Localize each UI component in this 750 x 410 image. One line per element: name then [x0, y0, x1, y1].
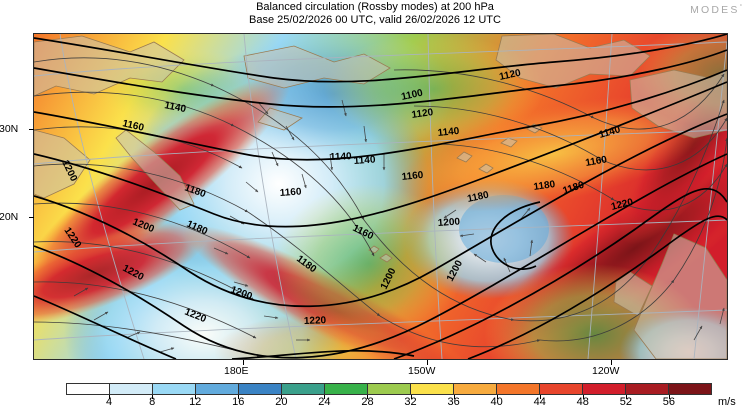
colorbar-tick-label-44: 44: [533, 396, 546, 408]
colorbar-tick-44: [539, 395, 541, 399]
colorbar-tick-label-8: 8: [149, 396, 156, 408]
svg-text:1160: 1160: [401, 170, 424, 183]
x-axis-label-120w: 120W: [592, 365, 620, 377]
colorbar-labels: 4 8 12 16 20 24 28 32 36 40 44 48 52 56: [0, 396, 750, 410]
colorbar-cell-7: [368, 384, 411, 394]
colorbar-tick-20: [281, 395, 283, 399]
colorbar-tick-8: [152, 395, 154, 399]
colorbar-tick-28: [367, 395, 369, 399]
svg-text:1220: 1220: [304, 315, 327, 327]
colorbar-tick-48: [582, 395, 584, 399]
x-tick-mark-120w: [611, 360, 612, 365]
colorbar-cell-1: [110, 384, 153, 394]
page-title: Balanced circulation (Rossby modes) at 2…: [256, 1, 494, 13]
svg-text:1140: 1140: [353, 154, 376, 167]
y-tick-mark-20n: [29, 217, 34, 218]
svg-text:1200: 1200: [437, 216, 460, 229]
colorbar-tick-label-40: 40: [490, 396, 503, 408]
colorbar-unit-label: m/s: [718, 396, 736, 408]
colorbar-cell-13: [626, 384, 669, 394]
svg-text:1180: 1180: [466, 190, 490, 205]
colorbar-tickmarks: [66, 395, 712, 401]
svg-text:1180: 1180: [533, 179, 556, 193]
colorbar-tick-label-24: 24: [318, 396, 331, 408]
colorbar-tick-label-32: 32: [404, 396, 417, 408]
y-axis-label-20n: 20N: [0, 211, 19, 223]
map-canvas: 1140 1160 1180 1200 1220 1200 1180 1220 …: [34, 34, 727, 359]
svg-text:1220: 1220: [610, 197, 635, 213]
svg-text:1160: 1160: [585, 154, 609, 169]
y-axis-label-30n: 30N: [0, 123, 19, 135]
colorbar-tick-label-28: 28: [361, 396, 374, 408]
svg-text:1120: 1120: [498, 68, 522, 83]
colorbar-tick-label-52: 52: [619, 396, 632, 408]
colorbar-tick-label-20: 20: [275, 396, 288, 408]
colorbar-cell-5: [282, 384, 325, 394]
colorbar: [66, 383, 712, 395]
svg-text:1160: 1160: [279, 186, 302, 199]
colorbar-tick-56: [668, 395, 670, 399]
modes-logo-text: MODES: [690, 4, 740, 16]
svg-text:1140: 1140: [437, 126, 460, 139]
y-tick-mark-30n: [29, 129, 34, 130]
colorbar-cell-9: [454, 384, 497, 394]
svg-text:1120: 1120: [411, 107, 434, 121]
colorbar-tick-label-36: 36: [447, 396, 460, 408]
colorbar-cell-10: [497, 384, 540, 394]
colorbar-tick-4: [109, 395, 111, 399]
svg-text:1160: 1160: [121, 118, 145, 134]
colorbar-cell-2: [153, 384, 196, 394]
svg-text:1100: 1100: [400, 88, 424, 103]
svg-text:1140: 1140: [330, 151, 353, 163]
colorbar-tick-40: [496, 395, 498, 399]
colorbar-cell-6: [325, 384, 368, 394]
colorbar-cell-11: [540, 384, 583, 394]
colorbar-tick-12: [195, 395, 197, 399]
svg-text:1140: 1140: [163, 100, 187, 115]
colorbar-cell-3: [196, 384, 239, 394]
colorbar-cell-0: [67, 384, 110, 394]
x-tick-mark-180e: [243, 360, 244, 365]
colorbar-cell-12: [583, 384, 626, 394]
colorbar-tick-36: [453, 395, 455, 399]
colorbar-tick-label-48: 48: [576, 396, 589, 408]
modes-logo-mark: °: [739, 4, 742, 11]
colorbar-tick-32: [410, 395, 412, 399]
colorbar-tick-label-4: 4: [106, 396, 113, 408]
x-axis-label-150w: 150W: [408, 365, 436, 377]
colorbar-tick-label-16: 16: [232, 396, 245, 408]
modes-logo: MODES°: [690, 4, 742, 16]
colorbar-cell-4: [239, 384, 282, 394]
colorbar-tick-label-56: 56: [662, 396, 676, 408]
x-axis-label-180e: 180E: [224, 365, 249, 377]
colorbar-cell-14: [669, 384, 711, 394]
colorbar-tick-52: [625, 395, 627, 399]
colorbar-tick-24: [324, 395, 326, 399]
chart-subtitle: Base 25/02/2026 00 UTC, valid 26/02/2026…: [249, 14, 501, 26]
chart-title-block: Balanced circulation (Rossby modes) at 2…: [0, 1, 750, 27]
colorbar-tick-16: [238, 395, 240, 399]
map-plot-area: 1140 1160 1180 1200 1220 1200 1180 1220 …: [29, 33, 728, 365]
map-frame: 1140 1160 1180 1200 1220 1200 1180 1220 …: [33, 33, 728, 360]
colorbar-cell-8: [411, 384, 454, 394]
x-tick-mark-150w: [427, 360, 428, 365]
colorbar-tick-label-12: 12: [189, 396, 202, 408]
